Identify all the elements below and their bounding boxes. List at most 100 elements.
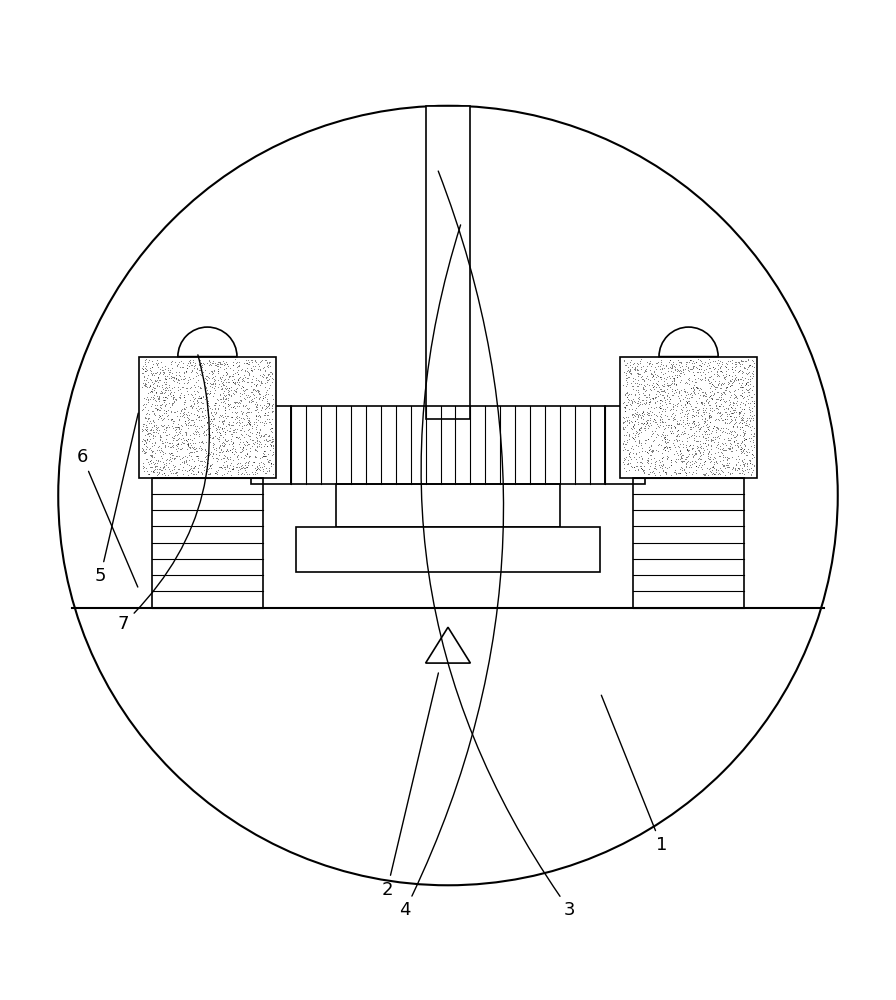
Point [648, 467, 662, 483]
Point [656, 427, 670, 443]
Point [154, 450, 168, 466]
Point [165, 435, 179, 451]
Point [731, 438, 745, 454]
Point [246, 432, 260, 448]
Point [140, 451, 154, 467]
Point [209, 406, 223, 422]
Point [254, 402, 268, 418]
Point [710, 422, 724, 438]
Point [711, 448, 726, 464]
Point [635, 440, 650, 456]
Point [180, 456, 194, 472]
Point [139, 410, 153, 426]
Point [251, 408, 265, 424]
Point [702, 414, 717, 430]
Point [186, 439, 201, 455]
Point [633, 448, 648, 464]
Point [654, 356, 668, 372]
Point [655, 445, 669, 461]
Point [164, 384, 178, 400]
Point [702, 357, 716, 373]
Point [739, 417, 754, 433]
Point [635, 443, 650, 459]
Point [226, 435, 240, 451]
Point [230, 364, 245, 380]
Point [215, 398, 229, 414]
Point [237, 411, 251, 427]
Point [170, 427, 185, 443]
Point [149, 384, 163, 400]
Point [152, 431, 167, 447]
Point [631, 362, 645, 378]
Point [706, 359, 720, 375]
Point [261, 357, 275, 373]
Point [185, 354, 200, 370]
Point [209, 440, 223, 456]
Point [158, 380, 172, 396]
Point [737, 454, 751, 470]
Point [746, 353, 761, 369]
Point [202, 357, 216, 373]
Point [213, 425, 228, 441]
Point [641, 400, 655, 416]
Point [664, 360, 678, 376]
Point [260, 391, 274, 407]
Point [728, 461, 743, 477]
Point [743, 371, 757, 387]
Point [265, 403, 280, 419]
Point [741, 351, 755, 367]
Point [257, 427, 271, 443]
Point [204, 407, 219, 423]
Point [694, 394, 709, 410]
Point [676, 462, 691, 478]
Point [657, 382, 671, 398]
Point [736, 422, 750, 438]
Point [218, 399, 232, 415]
Point [715, 442, 729, 458]
Point [652, 457, 667, 473]
Point [212, 421, 227, 437]
Point [718, 449, 732, 465]
Point [631, 409, 645, 425]
Point [702, 389, 717, 405]
Point [219, 405, 233, 421]
Point [166, 447, 180, 463]
Point [626, 361, 641, 377]
Point [694, 426, 709, 442]
Point [145, 374, 159, 390]
Point [264, 455, 279, 471]
Point [193, 453, 207, 469]
Point [159, 376, 173, 392]
Point [715, 456, 729, 472]
Point [658, 433, 672, 449]
Point [745, 358, 760, 374]
Point [229, 429, 244, 445]
Point [741, 365, 755, 381]
Point [248, 352, 263, 368]
Point [631, 395, 645, 411]
Point [665, 381, 679, 397]
Point [740, 456, 754, 472]
Point [692, 421, 706, 437]
Point [732, 375, 746, 391]
Point [737, 384, 752, 400]
Point [735, 434, 749, 450]
Point [175, 408, 189, 424]
Point [249, 389, 263, 405]
Point [178, 424, 193, 440]
Point [215, 414, 229, 430]
Point [148, 455, 162, 471]
Point [204, 405, 219, 421]
Point [150, 401, 164, 417]
Point [229, 421, 244, 437]
Point [195, 389, 210, 405]
Point [638, 396, 652, 412]
Point [196, 423, 211, 439]
Point [259, 415, 273, 431]
Point [142, 402, 156, 418]
Point [230, 464, 245, 480]
Point [652, 400, 667, 416]
Point [659, 440, 674, 456]
Point [728, 356, 742, 372]
Point [659, 438, 673, 454]
